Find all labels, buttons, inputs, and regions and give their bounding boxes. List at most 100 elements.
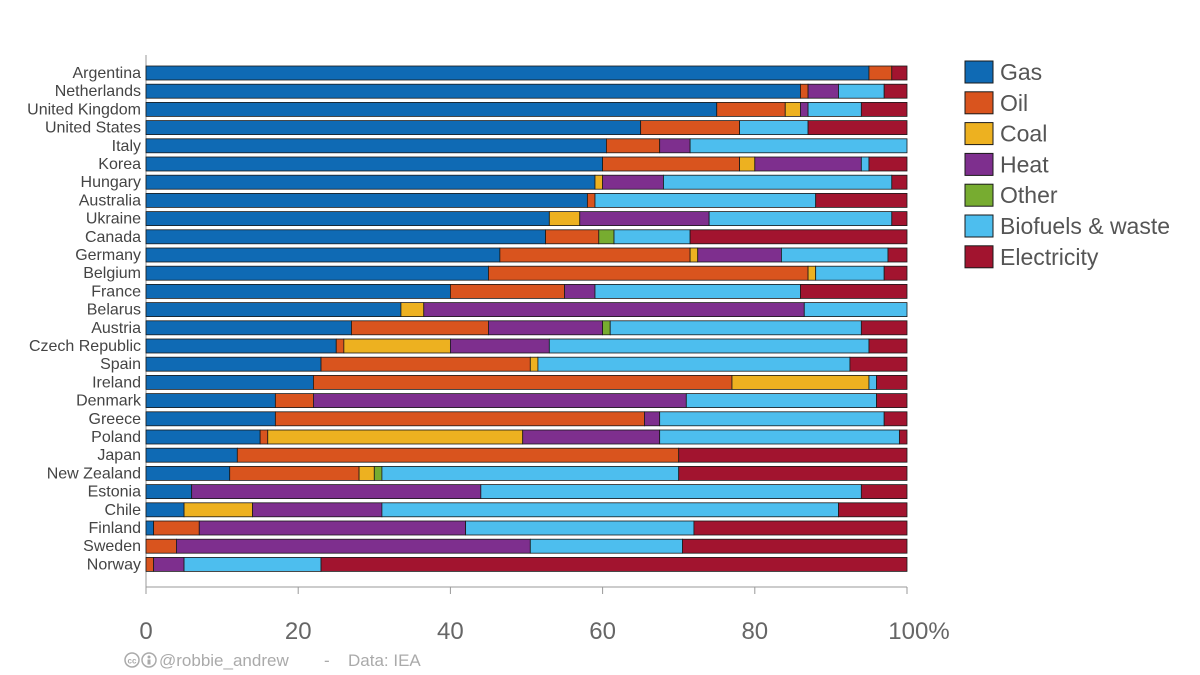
bar-segment [145, 338, 337, 354]
bar-segment [145, 429, 261, 445]
bar-segment [145, 393, 276, 409]
bar-segment [800, 83, 809, 99]
credit-line: cc @robbie_andrew - Data: IEA [124, 651, 421, 670]
category-label: Argentina [73, 65, 142, 82]
bar-segment [891, 211, 908, 227]
category-label: New Zealand [47, 465, 141, 482]
bar-segment [183, 557, 322, 572]
category-label: Chile [105, 502, 142, 519]
bar-segment [145, 265, 489, 281]
bar-segment [274, 393, 314, 409]
bar-segment [145, 557, 155, 572]
bar-segment [529, 356, 539, 372]
bar-segment [335, 338, 345, 354]
category-label: Ukraine [86, 211, 141, 228]
category-label: Germany [75, 247, 141, 264]
x-axis-ticks: 0 20 40 60 80 100% [139, 587, 950, 645]
legend-swatch [964, 91, 994, 115]
bar-segment [689, 138, 908, 154]
bar-segment [145, 174, 596, 190]
bar-segment [320, 557, 908, 572]
category-label: Belgium [83, 265, 141, 282]
legend-label: Coal [1000, 121, 1047, 147]
bar-segment [153, 520, 200, 536]
bar-segment [689, 247, 699, 263]
bar-segment [807, 83, 839, 99]
category-label: Greece [89, 411, 142, 428]
bar-segment [522, 429, 661, 445]
bar-segment [868, 374, 877, 390]
category-label: Australia [79, 192, 141, 209]
bar-segment [739, 120, 809, 135]
bar-segment [663, 174, 893, 190]
bar-segment [320, 356, 531, 372]
category-label: Sweden [83, 538, 141, 555]
bar-segment [145, 302, 402, 318]
bar-segment [689, 229, 908, 245]
bar-segment [807, 102, 862, 117]
bar-segment [529, 538, 683, 554]
legend-label: Other [1000, 182, 1058, 208]
bar-segment [145, 447, 238, 463]
bar-segment [145, 411, 276, 427]
legend: Gas Oil Coal Heat Other Biofuels & waste Elect… [964, 59, 1170, 270]
category-label: Denmark [76, 393, 142, 410]
bar-segment [800, 102, 809, 117]
bar-segment [145, 465, 231, 481]
category-label: Korea [98, 156, 141, 173]
bar-segment [548, 211, 581, 227]
bar-segment [488, 320, 604, 336]
category-label: Poland [91, 429, 141, 446]
bar-segment [849, 356, 908, 372]
bar-segment [868, 156, 908, 172]
bar-segment [781, 247, 889, 263]
bar-segment [739, 156, 756, 172]
legend-swatch [964, 122, 994, 146]
bar-segment [145, 502, 185, 518]
category-label: Belarus [87, 302, 141, 319]
x-tick-label: 0 [139, 618, 152, 645]
bar-segment [191, 484, 482, 500]
svg-text:cc: cc [128, 657, 137, 666]
bar-segment [449, 283, 565, 299]
category-label: Norway [87, 556, 141, 573]
bar-segment [145, 211, 550, 227]
category-label: Ireland [92, 374, 141, 391]
bar-segment [891, 174, 908, 190]
legend-swatch [964, 214, 994, 238]
bar-segment [351, 320, 489, 336]
bar-segment [640, 120, 740, 135]
bar-segment [883, 265, 908, 281]
bar-segment [860, 320, 908, 336]
bar-segment [381, 465, 680, 481]
category-label: France [91, 283, 141, 300]
bar-segment [564, 283, 596, 299]
bar-segment [480, 484, 862, 500]
bar-segment [176, 538, 531, 554]
bar-segment [860, 156, 870, 172]
bar-segment [183, 502, 253, 518]
bar-segment [488, 265, 809, 281]
bar-segment [609, 320, 862, 336]
bar-segment [803, 302, 908, 318]
credit-handle: @robbie_andrew [159, 651, 289, 670]
category-label: Estonia [88, 484, 141, 501]
bar-segment [602, 174, 664, 190]
bar-segment [373, 465, 383, 481]
bar-segment [586, 192, 596, 208]
bar-segment [659, 138, 691, 154]
bar-segment [838, 502, 908, 518]
category-label: Finland [89, 520, 141, 537]
bar-segment [659, 429, 900, 445]
bar-segment [537, 356, 851, 372]
bar-segment [145, 65, 870, 81]
bar-segment [400, 302, 425, 318]
credit-source: Data: IEA [348, 651, 421, 670]
bar-segment [381, 502, 839, 518]
bar-segment [267, 429, 524, 445]
bar-segment [145, 192, 588, 208]
bar-segment [708, 211, 893, 227]
bar-segment [807, 120, 908, 135]
bar-segment [594, 174, 603, 190]
x-tick-label: 40 [437, 618, 464, 645]
